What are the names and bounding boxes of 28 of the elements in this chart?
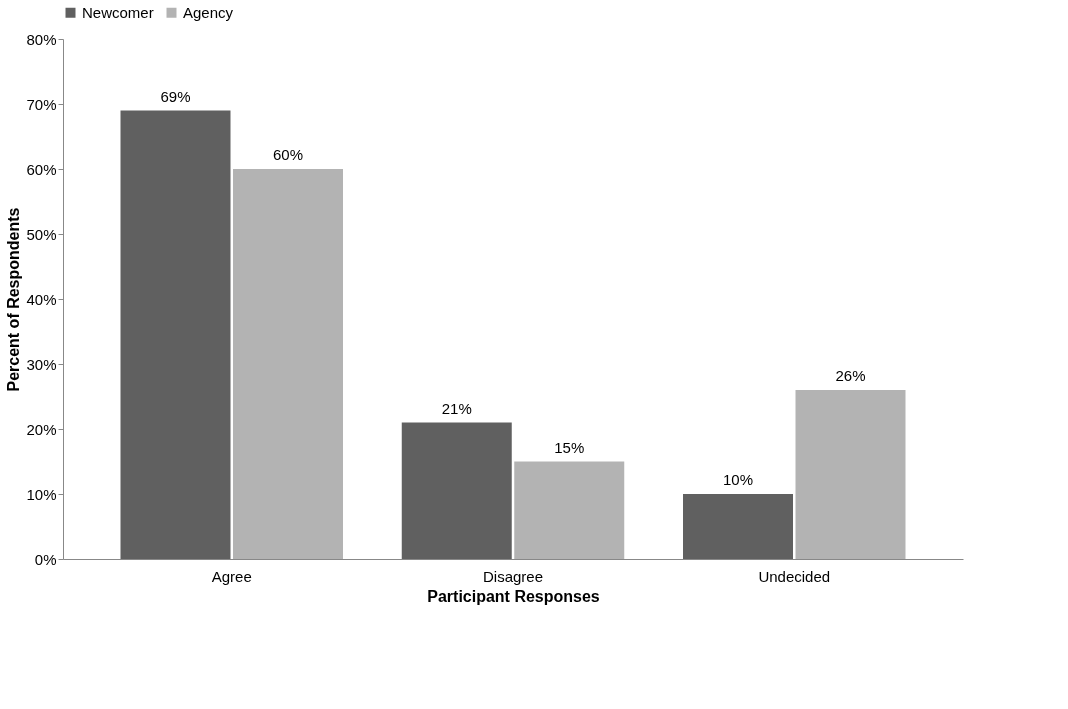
- bar: [795, 390, 906, 559]
- data-label: 60%: [272, 146, 304, 163]
- bar: [120, 110, 231, 559]
- y-tick-label: 70%: [26, 95, 57, 113]
- bar: [401, 422, 512, 559]
- legend-label: Newcomer: [82, 3, 154, 21]
- y-tick-label: 50%: [26, 225, 57, 243]
- bar: [233, 169, 343, 559]
- bar: [514, 461, 625, 559]
- y-tick-label: 0%: [34, 550, 57, 568]
- data-label: 10%: [722, 471, 754, 488]
- y-tick-label: 80%: [26, 30, 57, 48]
- data-label: 26%: [835, 367, 866, 384]
- x-tick-label: Agree: [211, 567, 252, 585]
- legend-label: Agency: [183, 3, 234, 21]
- y-tick-label: 40%: [26, 290, 57, 308]
- y-tick-label: 60%: [26, 160, 57, 178]
- bar: [683, 494, 793, 559]
- data-label: 15%: [554, 438, 585, 456]
- y-tick-label: 10%: [26, 485, 57, 503]
- x-axis-title: Participant Responses: [427, 587, 600, 605]
- y-tick-label: 20%: [26, 420, 57, 438]
- x-tick-label: Disagree: [482, 567, 544, 585]
- y-tick-label: 30%: [26, 355, 57, 373]
- y-axis-title: Percent of Respondents: [5, 207, 23, 392]
- data-label: 69%: [160, 87, 191, 105]
- x-tick-label: Undecided: [758, 567, 831, 585]
- data-label: 21%: [441, 399, 472, 417]
